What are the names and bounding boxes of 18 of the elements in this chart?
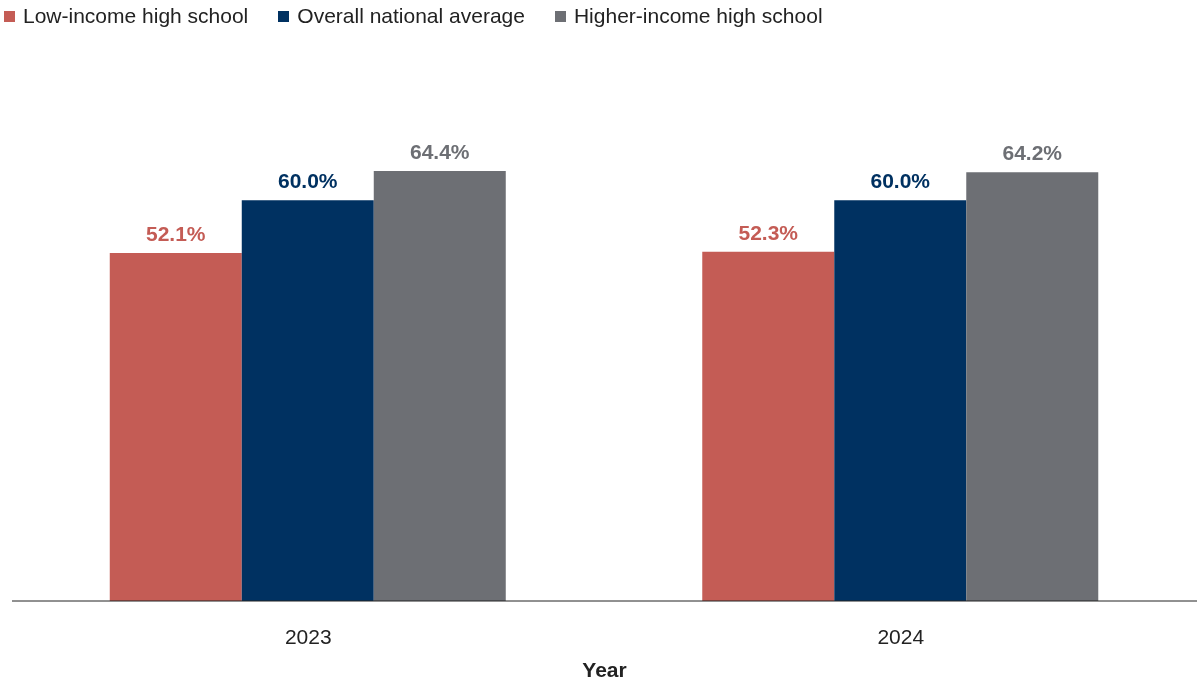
x-tick-label: 2023	[284, 624, 332, 648]
bar	[834, 200, 967, 601]
legend-label: Low-income high school	[23, 4, 249, 28]
x-axis-title: Year	[582, 658, 627, 679]
data-label: 60.0%	[277, 169, 338, 193]
data-label: 52.3%	[738, 220, 799, 244]
bar	[109, 253, 242, 601]
bar	[241, 200, 374, 601]
legend-label: Higher-income high school	[573, 4, 823, 28]
bar	[373, 170, 506, 601]
bar	[966, 172, 1099, 601]
bar	[702, 251, 835, 601]
data-label: 64.4%	[409, 139, 470, 163]
x-tick-label: 2024	[877, 624, 925, 648]
legend-label: Overall national average	[297, 4, 525, 28]
data-label: 60.0%	[870, 169, 931, 193]
data-label: 64.2%	[1002, 141, 1063, 165]
data-label: 52.1%	[145, 222, 206, 246]
